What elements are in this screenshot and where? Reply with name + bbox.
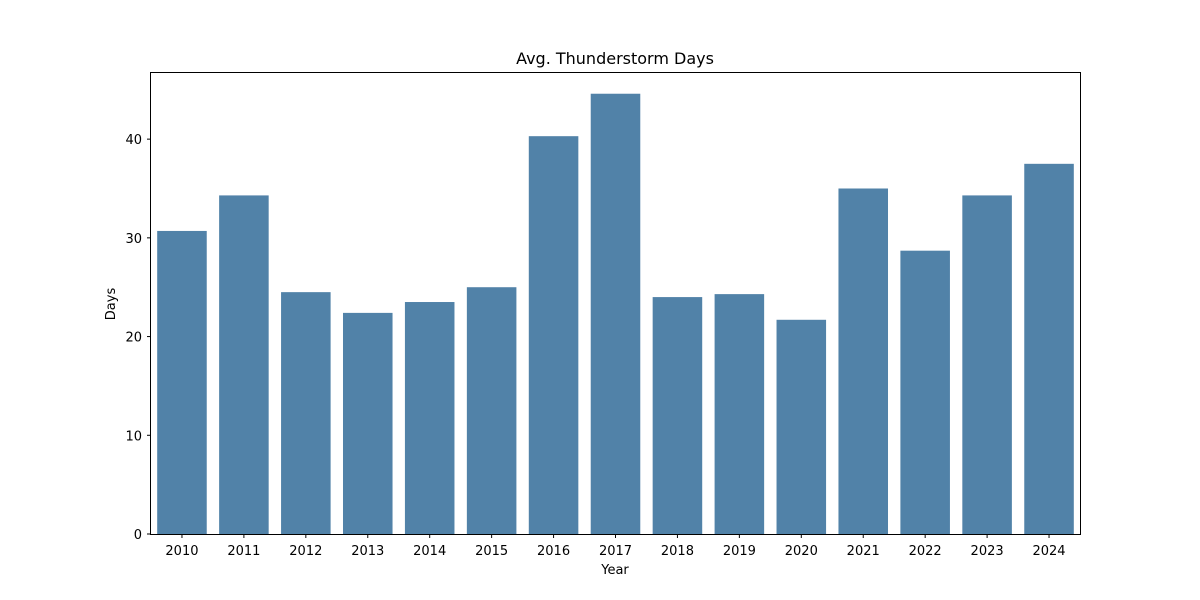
x-tick-label: 2010 (165, 544, 198, 559)
y-axis: 0 10 20 30 40 (125, 133, 151, 543)
bars-group (157, 93, 1074, 535)
bar-2019 (714, 294, 765, 534)
x-tick-label: 2013 (351, 544, 384, 559)
bar-2015 (466, 287, 517, 534)
bar-2024 (1024, 163, 1074, 534)
x-tick-label: 2024 (1032, 544, 1065, 559)
y-tick-label: 40 (125, 133, 142, 148)
bar-2010 (157, 230, 207, 534)
x-tick-label: 2017 (599, 544, 632, 559)
x-tick-label: 2021 (847, 544, 880, 559)
x-tick-label: 2012 (289, 544, 322, 559)
y-tick-label: 30 (125, 232, 142, 247)
x-tick-label: 2011 (227, 544, 260, 559)
bar-2016 (528, 136, 579, 534)
bar-2013 (342, 312, 393, 534)
x-tick-label: 2018 (661, 544, 694, 559)
x-tick-label: 2022 (909, 544, 942, 559)
bar-2022 (900, 250, 950, 534)
bar-2017 (590, 93, 641, 534)
chart-title: Avg. Thunderstorm Days (516, 49, 714, 68)
bar-2018 (652, 297, 703, 534)
bar-2021 (838, 188, 889, 535)
bar-2023 (962, 195, 1012, 534)
x-tick-label: 2019 (723, 544, 756, 559)
bar-2020 (776, 319, 827, 534)
x-axis-label: Year (600, 563, 629, 578)
y-axis-label: Days (104, 288, 119, 321)
x-tick-label: 2015 (475, 544, 508, 559)
x-axis: 2010 2011 2012 2013 2014 2015 2016 2017 2018 2019… (165, 534, 1066, 559)
x-tick-label: 2014 (413, 544, 446, 559)
bar-2012 (281, 292, 331, 534)
y-tick-label: 20 (125, 331, 142, 346)
x-tick-label: 2020 (785, 544, 818, 559)
y-tick-label: 10 (125, 429, 142, 444)
bar-2011 (219, 195, 269, 534)
x-tick-label: 2023 (971, 544, 1004, 559)
x-tick-label: 2016 (537, 544, 570, 559)
y-tick-label: 0 (134, 528, 142, 543)
bar-2014 (404, 302, 455, 534)
